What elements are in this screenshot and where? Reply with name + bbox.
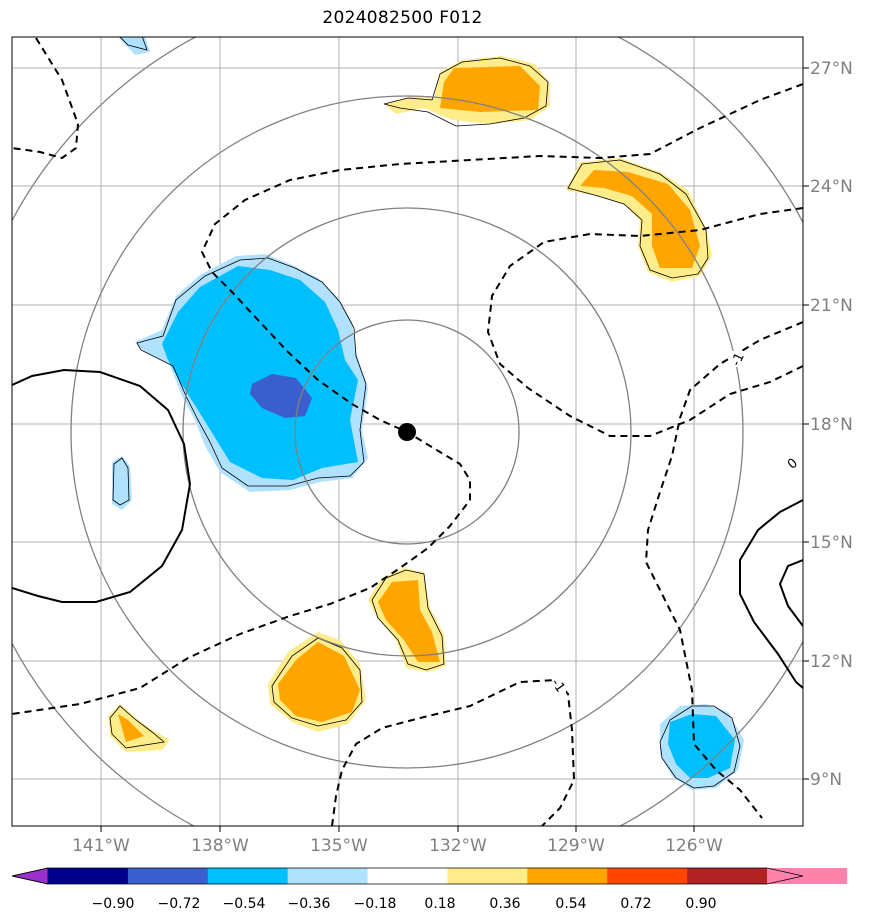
colorbar-tick-label: −0.36 (288, 896, 331, 912)
colorbar-tick-label: −0.18 (354, 896, 397, 912)
lon-tick-label: 132°W (429, 836, 487, 856)
colorbar-tick-label: 0.90 (685, 896, 716, 912)
contour-label-neg-one-south: -1 (548, 676, 568, 695)
zero-contours (12, 368, 803, 689)
lat-tick-label: 18°N (810, 415, 853, 435)
lat-tick-label: 21°N (810, 296, 853, 316)
lat-tick-label: 27°N (810, 59, 853, 79)
lat-tick-label: 9°N (810, 770, 842, 790)
colorbar-segment (127, 868, 209, 884)
lat-tick-label: 24°N (810, 177, 853, 197)
negative-contours (12, 37, 803, 826)
contour-label-zero: 0 (785, 455, 801, 473)
storm-center-marker (398, 423, 416, 441)
range-rings (12, 37, 803, 826)
negative-anomaly-shading (112, 37, 744, 790)
colorbar-tick-label: 0.72 (620, 896, 651, 912)
colorbar-tick-labels: −0.90 −0.72 −0.54 −0.36 −0.18 0.18 0.36 … (92, 896, 717, 912)
colorbar-tick-label: 0.54 (555, 896, 586, 912)
lat-tick-label: 12°N (810, 652, 853, 672)
colorbar: −0.90 −0.72 −0.54 −0.36 −0.18 0.18 0.36 … (11, 867, 848, 912)
colorbar-segment (767, 868, 848, 884)
colorbar-segment (607, 868, 688, 884)
colorbar-segment (207, 868, 288, 884)
lon-tick-label: 129°W (547, 836, 605, 856)
contour-label-neg-one-east: -1 (729, 351, 748, 369)
colorbar-tick-label: −0.90 (92, 896, 135, 912)
lon-tick-label: 141°W (72, 836, 130, 856)
positive-anomaly-shading (108, 56, 712, 752)
colorbar-extend-left (11, 867, 49, 885)
colorbar-segment (527, 868, 608, 884)
map-frame (11, 36, 804, 827)
contour-label-text: -1 (729, 351, 748, 369)
colorbar-tick-label: 0.36 (489, 896, 520, 912)
colorbar-tick-label: −0.54 (223, 896, 266, 912)
lon-axis: 141°W 138°W 135°W 132°W 129°W 126°W (72, 826, 723, 856)
map-title: 2024082500 F012 (322, 8, 483, 28)
colorbar-tick-label: −0.72 (158, 896, 201, 912)
lat-axis: 27°N 24°N 21°N 18°N 15°N 12°N 9°N (803, 59, 853, 790)
lat-tick-label: 15°N (810, 533, 853, 553)
map-plot-area: -1 -1 0 (12, 37, 803, 826)
colorbar-segment (367, 868, 448, 884)
colorbar-segment (48, 868, 129, 884)
colorbar-extend-right (767, 868, 803, 884)
colorbar-segment (287, 868, 368, 884)
colorbar-tick-label: 0.18 (424, 896, 455, 912)
colorbar-segment (447, 868, 528, 884)
lon-tick-label: 126°W (665, 836, 723, 856)
lon-tick-label: 135°W (310, 836, 368, 856)
colorbar-segment (687, 868, 768, 884)
lon-tick-label: 138°W (191, 836, 249, 856)
